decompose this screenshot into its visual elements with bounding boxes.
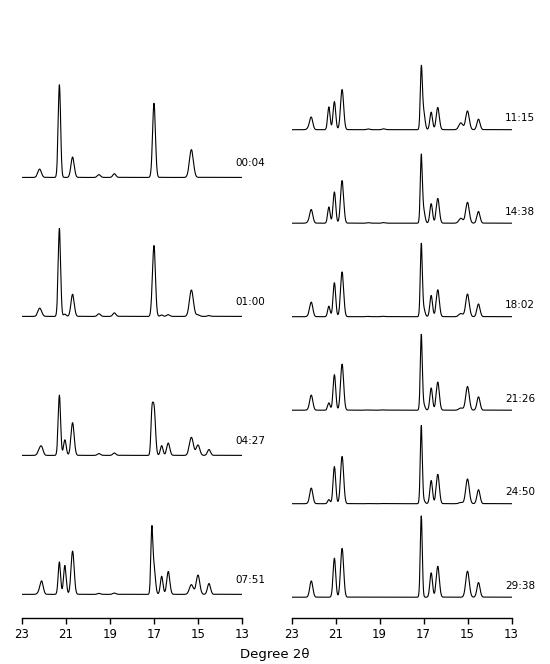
Text: 11:15: 11:15 <box>505 113 535 124</box>
Text: 07:51: 07:51 <box>235 575 266 585</box>
Text: 18:02: 18:02 <box>505 300 535 310</box>
Text: 21:26: 21:26 <box>505 394 535 404</box>
Text: 01:00: 01:00 <box>235 297 265 307</box>
Text: Degree 2θ: Degree 2θ <box>240 647 310 661</box>
Text: 29:38: 29:38 <box>505 581 535 591</box>
Text: 24:50: 24:50 <box>505 487 535 497</box>
Text: 00:04: 00:04 <box>235 158 265 168</box>
Text: 04:27: 04:27 <box>235 436 266 446</box>
Text: 14:38: 14:38 <box>505 207 535 216</box>
